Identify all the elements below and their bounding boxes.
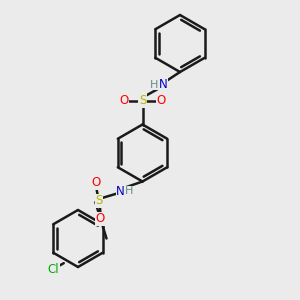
- Text: N: N: [158, 78, 167, 91]
- Text: O: O: [157, 94, 166, 107]
- Text: O: O: [92, 176, 100, 190]
- Text: H: H: [125, 186, 133, 196]
- Text: N: N: [116, 185, 125, 198]
- Text: S: S: [95, 194, 103, 208]
- Text: O: O: [96, 212, 105, 226]
- Text: O: O: [119, 94, 128, 107]
- Text: H: H: [150, 80, 158, 90]
- Text: S: S: [139, 94, 146, 107]
- Text: Cl: Cl: [47, 263, 59, 276]
